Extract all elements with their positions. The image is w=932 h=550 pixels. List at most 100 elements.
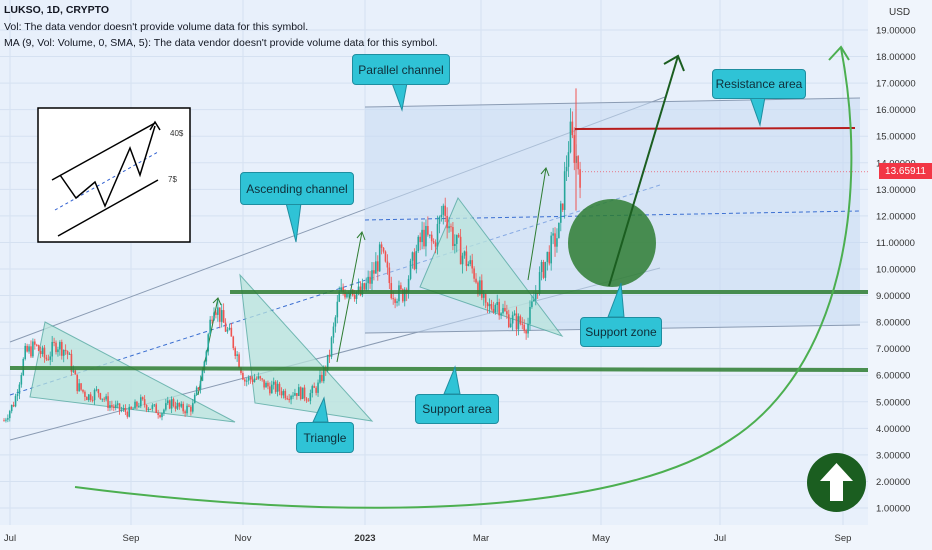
candle-body xyxy=(193,394,196,404)
candle-body xyxy=(280,391,283,396)
candle-body xyxy=(488,304,491,307)
candle-body xyxy=(18,384,21,394)
candle-body xyxy=(101,398,104,400)
candle-body xyxy=(558,222,560,239)
candle-body xyxy=(72,370,75,372)
candle-body xyxy=(544,261,547,278)
candle-body xyxy=(323,367,325,382)
candle-body xyxy=(455,234,458,244)
candle-body xyxy=(66,351,69,355)
candle-body xyxy=(30,346,32,357)
candle-body xyxy=(486,302,489,307)
candle-body xyxy=(519,316,522,324)
callout-parallel-channel[interactable]: Parallel channel xyxy=(352,54,450,85)
candle-body xyxy=(290,395,292,400)
sketch-label-upper: 40$ xyxy=(170,129,184,138)
y-tick-label: 7.00000 xyxy=(876,344,910,355)
candle-body xyxy=(567,152,570,167)
candle-body xyxy=(51,341,53,357)
candle-body xyxy=(184,411,186,414)
callout-ascending-channel[interactable]: Ascending channel xyxy=(240,172,354,205)
candle-body xyxy=(80,383,82,390)
x-tick-label: May xyxy=(592,533,610,544)
candle-body xyxy=(195,387,198,395)
y-tick-label: 9.00000 xyxy=(876,291,910,302)
candle-body xyxy=(3,420,5,422)
y-tick-label: 18.00000 xyxy=(876,52,916,63)
candle-body xyxy=(523,324,525,331)
candle-body xyxy=(473,268,475,279)
callout-support-zone[interactable]: Support zone xyxy=(580,317,662,347)
candle-body xyxy=(361,283,364,296)
candle-body xyxy=(261,378,263,380)
candle-body xyxy=(7,418,9,420)
candle-body xyxy=(39,350,42,355)
candle-body xyxy=(109,405,111,409)
candle-body xyxy=(475,278,477,283)
candle-body xyxy=(78,383,80,392)
candle-body xyxy=(222,310,225,323)
candle-body xyxy=(141,397,144,400)
candle-body xyxy=(37,345,40,351)
candle-body xyxy=(87,394,90,401)
y-tick-label: 19.00000 xyxy=(876,26,916,37)
triangle-pattern-3 xyxy=(419,197,564,338)
candle-body xyxy=(561,203,564,210)
last-price-badge: 13.65911 xyxy=(879,163,932,179)
candle-body xyxy=(448,226,450,229)
x-tick-label: Jul xyxy=(4,533,16,544)
resistance-line xyxy=(574,127,856,130)
candle-body xyxy=(34,341,36,345)
candle-body xyxy=(540,261,543,273)
candle-body xyxy=(166,400,169,404)
candle-body xyxy=(259,376,262,379)
candle-body xyxy=(357,286,360,292)
candle-body xyxy=(236,354,238,356)
candle-body xyxy=(218,307,221,322)
candle-body xyxy=(170,399,173,409)
y-tick-label: 15.00000 xyxy=(876,132,916,143)
candle-body xyxy=(282,390,285,396)
candle-body xyxy=(334,317,337,327)
y-tick-label: 13.00000 xyxy=(876,185,916,196)
candle-body xyxy=(292,395,294,397)
candle-body xyxy=(232,336,235,349)
candle-body xyxy=(296,393,298,396)
candle-body xyxy=(502,307,504,314)
candle-body xyxy=(99,393,102,400)
candle-body xyxy=(394,299,396,303)
candle-body xyxy=(16,393,19,397)
candle-body xyxy=(103,398,105,400)
candle-body xyxy=(269,386,271,394)
callout-triangle[interactable]: Triangle xyxy=(296,422,354,453)
candle-body xyxy=(533,299,535,302)
candle-body xyxy=(432,241,435,243)
candle-body xyxy=(263,379,265,388)
candle-body xyxy=(511,315,514,324)
support-zone-circle xyxy=(568,199,656,287)
candle-body xyxy=(411,252,414,261)
candle-body xyxy=(413,252,416,270)
channel-sketch: 40$ 7$ xyxy=(37,107,191,243)
candle-body xyxy=(386,261,389,268)
callout-resistance-area[interactable]: Resistance area xyxy=(712,69,806,99)
candle-body xyxy=(134,401,136,409)
candle-body xyxy=(176,402,179,409)
callout-support-area[interactable]: Support area xyxy=(415,394,499,424)
candle-body xyxy=(226,329,229,332)
candle-body xyxy=(199,380,202,390)
candle-body xyxy=(149,408,152,410)
candle-body xyxy=(542,261,545,278)
candle-body xyxy=(124,408,127,412)
candle-body xyxy=(527,323,529,334)
candle-body xyxy=(577,156,579,170)
up-arrow-badge xyxy=(807,453,866,512)
y-tick-label: 16.00000 xyxy=(876,105,916,116)
candle-body xyxy=(538,272,541,294)
candle-body xyxy=(132,408,134,410)
volume-indicator-line: Vol: The data vendor doesn't provide vol… xyxy=(4,21,309,33)
candle-body xyxy=(91,399,94,401)
candle-body xyxy=(321,374,323,382)
candle-body xyxy=(165,403,167,410)
